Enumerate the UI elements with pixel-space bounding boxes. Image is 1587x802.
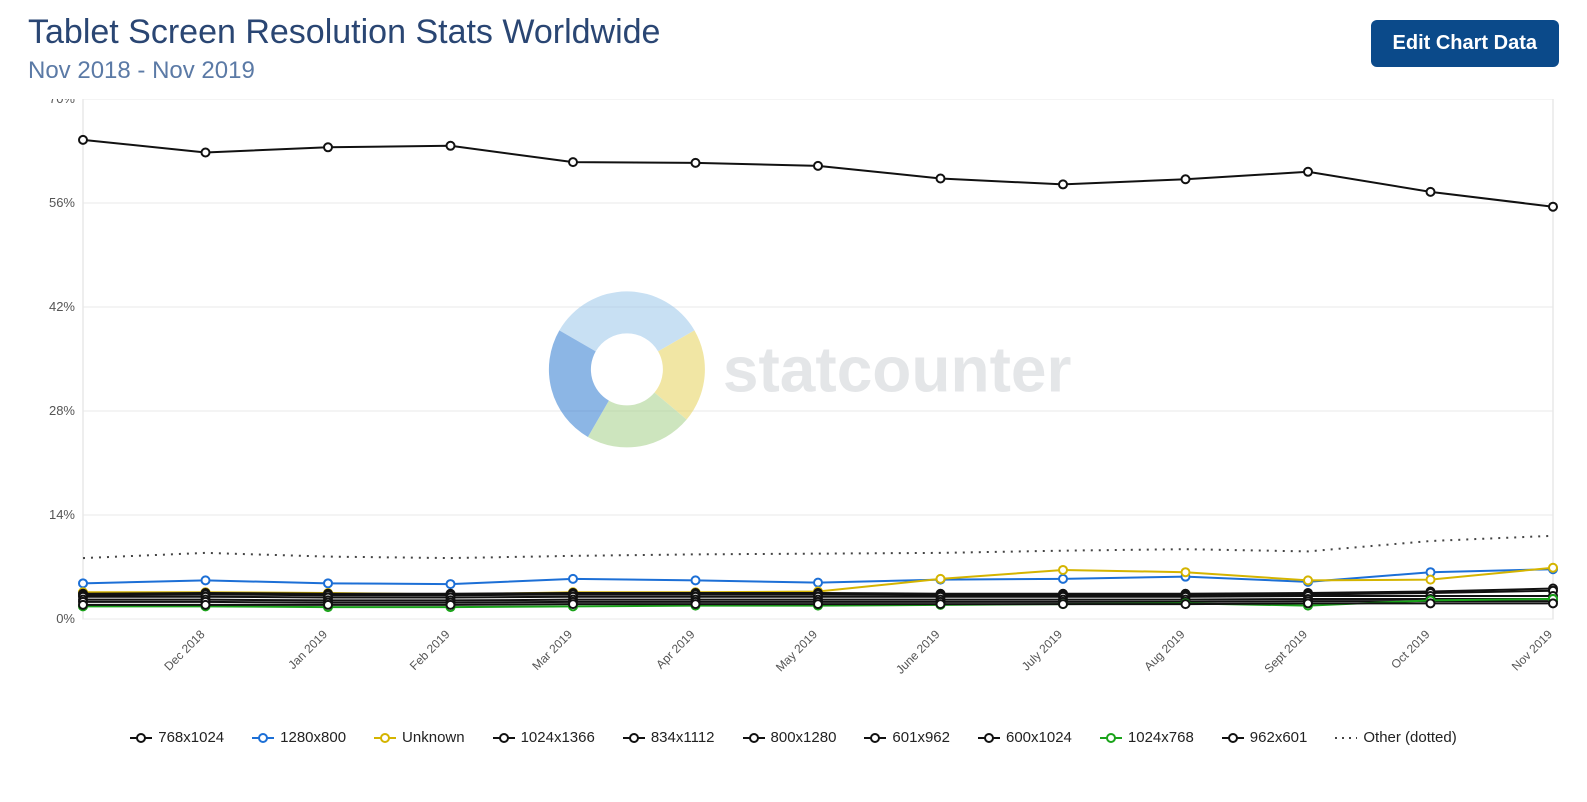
svg-text:June 2019: June 2019 — [893, 627, 943, 677]
page-subtitle: Nov 2018 - Nov 2019 — [28, 57, 660, 85]
chart-legend: 768x1024 1280x800 Unknown 1024x1366 834x1112… — [28, 727, 1559, 748]
svg-text:Mar 2019: Mar 2019 — [529, 627, 575, 673]
svg-text:56%: 56% — [49, 195, 75, 210]
legend-swatch-icon — [374, 731, 396, 745]
svg-text:July 2019: July 2019 — [1019, 627, 1065, 673]
svg-text:Dec 2018: Dec 2018 — [161, 627, 207, 673]
svg-text:0%: 0% — [56, 611, 75, 626]
svg-text:Apr 2019: Apr 2019 — [653, 627, 698, 672]
legend-swatch-icon — [1335, 731, 1357, 745]
svg-text:14%: 14% — [49, 507, 75, 522]
legend-item[interactable]: 601x962 — [864, 727, 950, 748]
legend-item[interactable]: Unknown — [374, 727, 465, 748]
legend-item[interactable]: 834x1112 — [623, 727, 715, 748]
titles: Tablet Screen Resolution Stats Worldwide… — [28, 14, 660, 85]
svg-text:statcounter: statcounter — [723, 334, 1072, 406]
page: Tablet Screen Resolution Stats Worldwide… — [0, 0, 1587, 802]
legend-swatch-icon — [252, 731, 274, 745]
legend-item[interactable]: 800x1280 — [743, 727, 837, 748]
legend-label: 1280x800 — [280, 729, 346, 746]
legend-swatch-icon — [493, 731, 515, 745]
legend-swatch-icon — [864, 731, 886, 745]
chart-container: 0% 14% 28% 42% 56% 70% Dec 2018 Jan 2019 Feb 201… — [28, 99, 1559, 719]
legend-swatch-icon — [130, 731, 152, 745]
svg-text:Oct 2019: Oct 2019 — [1388, 627, 1433, 672]
svg-text:42%: 42% — [49, 299, 75, 314]
svg-text:Feb 2019: Feb 2019 — [407, 627, 453, 673]
legend-swatch-icon — [1100, 731, 1122, 745]
svg-text:Jan 2019: Jan 2019 — [285, 627, 330, 672]
legend-label: 1024x1366 — [521, 729, 595, 746]
legend-item[interactable]: 600x1024 — [978, 727, 1072, 748]
legend-item[interactable]: 1024x1366 — [493, 727, 595, 748]
legend-label: 800x1280 — [771, 729, 837, 746]
svg-text:May 2019: May 2019 — [773, 627, 820, 674]
legend-swatch-icon — [978, 731, 1000, 745]
legend-label: 1024x768 — [1128, 729, 1194, 746]
header-row: Tablet Screen Resolution Stats Worldwide… — [28, 14, 1559, 85]
page-title: Tablet Screen Resolution Stats Worldwide — [28, 14, 660, 51]
svg-text:28%: 28% — [49, 403, 75, 418]
legend-label: 834x1112 — [651, 729, 715, 746]
svg-text:Sept 2019: Sept 2019 — [1262, 627, 1311, 676]
legend-item[interactable]: 1280x800 — [252, 727, 346, 748]
svg-text:70%: 70% — [49, 99, 75, 106]
legend-label: Other (dotted) — [1363, 729, 1456, 746]
line-chart: 0% 14% 28% 42% 56% 70% Dec 2018 Jan 2019 Feb 201… — [28, 99, 1559, 719]
legend-label: 768x1024 — [158, 729, 224, 746]
legend-label: Unknown — [402, 729, 465, 746]
legend-item[interactable]: 962x601 — [1222, 727, 1308, 748]
legend-swatch-icon — [743, 731, 765, 745]
legend-swatch-icon — [623, 731, 645, 745]
legend-label: 600x1024 — [1006, 729, 1072, 746]
legend-label: 962x601 — [1250, 729, 1308, 746]
legend-label: 601x962 — [892, 729, 950, 746]
svg-text:Aug 2019: Aug 2019 — [1141, 627, 1187, 673]
svg-text:Nov 2019: Nov 2019 — [1509, 627, 1555, 673]
edit-chart-data-button[interactable]: Edit Chart Data — [1371, 20, 1559, 67]
legend-item[interactable]: 1024x768 — [1100, 727, 1194, 748]
legend-swatch-icon — [1222, 731, 1244, 745]
legend-item[interactable]: Other (dotted) — [1335, 727, 1456, 748]
legend-item[interactable]: 768x1024 — [130, 727, 224, 748]
